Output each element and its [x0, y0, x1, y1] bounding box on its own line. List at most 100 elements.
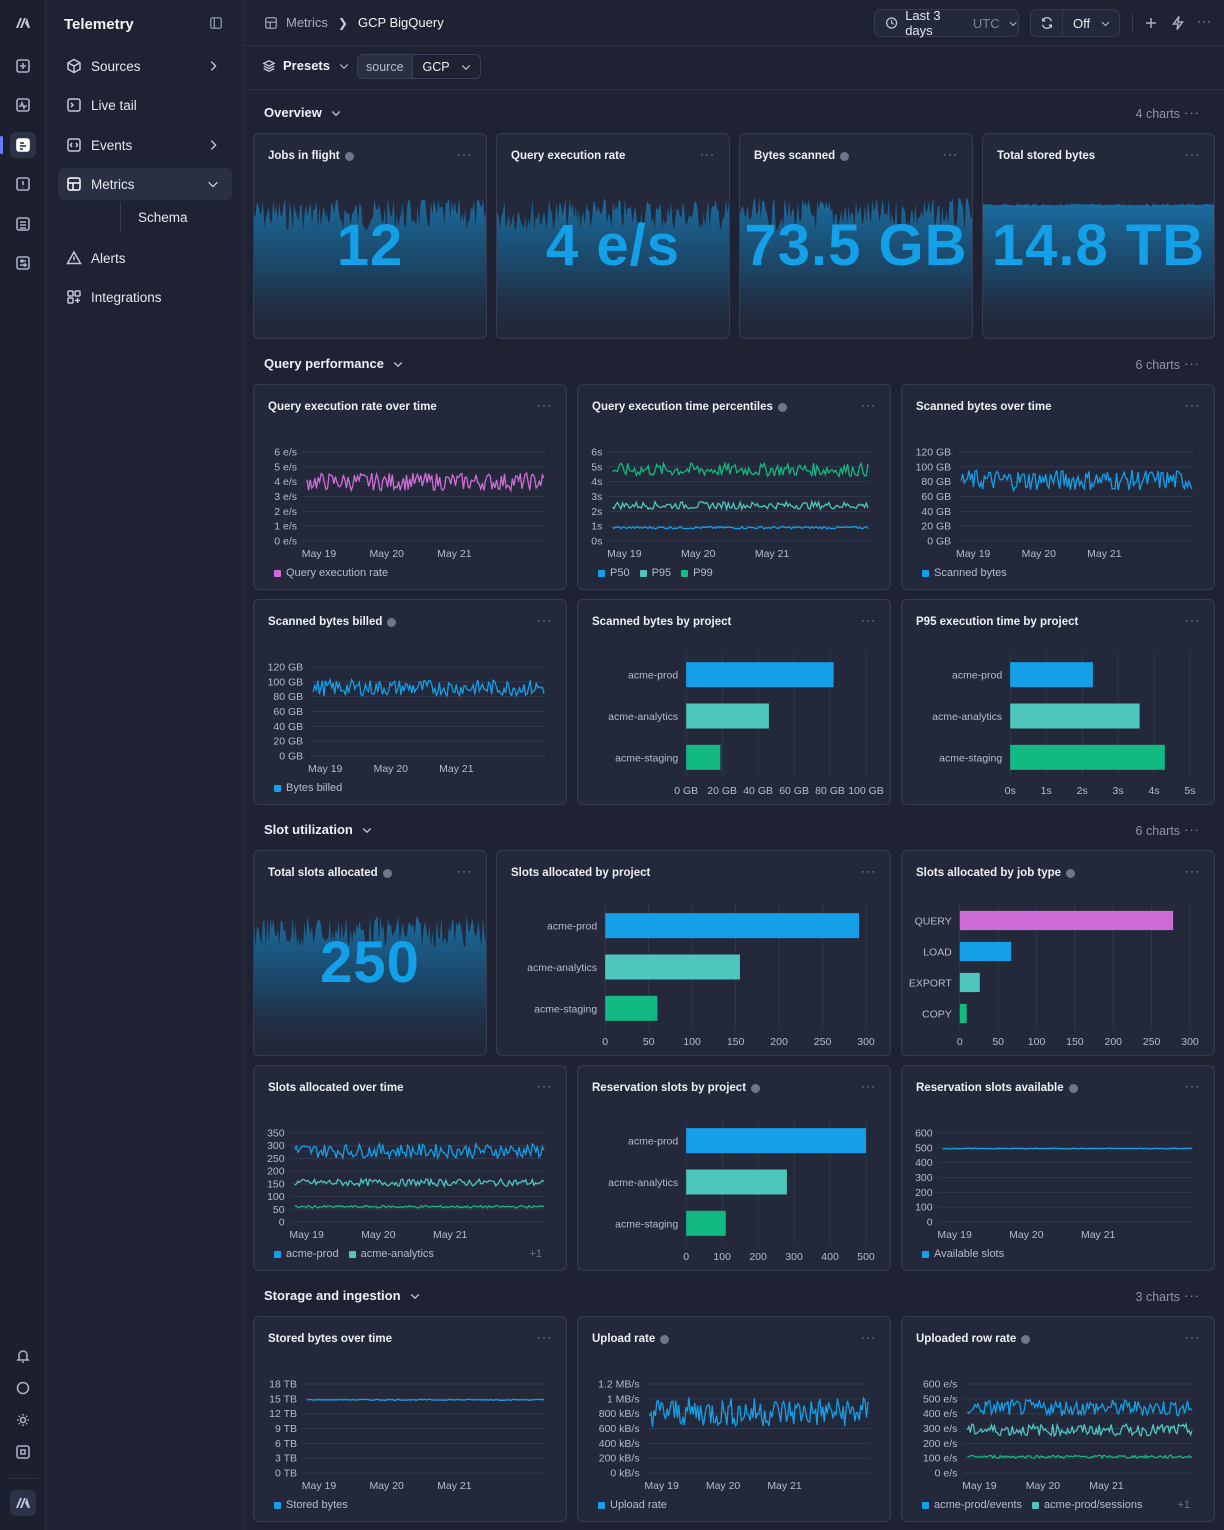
chart-panel-scanned-bytes-over-time[interactable]: Scanned bytes over time ··· 0 GB 20 GB 40 GB…: [901, 384, 1215, 590]
panel-more-icon[interactable]: ···: [700, 147, 715, 161]
sidebar-item-metrics[interactable]: Metrics: [58, 168, 232, 200]
bell-icon[interactable]: [10, 1343, 36, 1369]
section-more-icon[interactable]: ···: [1184, 105, 1200, 120]
chart-panel-upload-rate[interactable]: Upload rate ··· 0 kB/s 200 kB/s 400 kB/s 600 …: [577, 1316, 891, 1522]
panel-more-icon[interactable]: ···: [861, 398, 876, 412]
filter-value[interactable]: GCP: [413, 55, 480, 78]
panel-more-icon[interactable]: ···: [1185, 613, 1200, 627]
bar[interactable]: [605, 995, 658, 1021]
bar[interactable]: [686, 1210, 726, 1236]
info-icon[interactable]: [387, 617, 397, 627]
info-icon[interactable]: [1066, 868, 1076, 878]
source-filter-pill[interactable]: source GCP: [357, 54, 481, 79]
legend-item[interactable]: Stored bytes: [274, 1499, 348, 1511]
legend-item[interactable]: acme-prod/sessions: [1032, 1499, 1142, 1511]
workspace-avatar[interactable]: [10, 1490, 36, 1516]
panel-more-icon[interactable]: ···: [457, 147, 472, 161]
chart-panel-p95-execution-time-by-project[interactable]: P95 execution time by project ··· 0s 1s 2s 3s…: [901, 599, 1215, 805]
info-icon[interactable]: [840, 151, 850, 161]
panel-more-icon[interactable]: ···: [537, 398, 552, 412]
section-more-icon[interactable]: ···: [1184, 1288, 1200, 1303]
bar[interactable]: [605, 954, 740, 980]
panel-more-icon[interactable]: ···: [861, 613, 876, 627]
stat-panel-total-slots-allocated[interactable]: Total slots allocated ··· 250: [253, 850, 487, 1056]
settings-sliders-icon[interactable]: [10, 250, 36, 276]
panel-more-icon[interactable]: ···: [1185, 147, 1200, 161]
legend-item[interactable]: Bytes billed: [274, 782, 342, 794]
more-options-icon[interactable]: ···: [1197, 14, 1212, 28]
chart-panel-reservation-slots-available[interactable]: Reservation slots available ··· 0 100 200 300…: [901, 1065, 1215, 1271]
info-icon[interactable]: [660, 1334, 670, 1344]
database-icon[interactable]: [10, 211, 36, 237]
chart-panel-query-execution-rate-over-time[interactable]: Query execution rate over time ··· 0 e/s 1 …: [253, 384, 567, 590]
sidebar-item-alerts[interactable]: Alerts: [58, 242, 232, 274]
info-icon[interactable]: [382, 868, 392, 878]
panel-more-icon[interactable]: ···: [1185, 1079, 1200, 1093]
panel-more-icon[interactable]: ···: [861, 1330, 876, 1344]
bar[interactable]: [959, 972, 980, 993]
section-storage-ingestion-toggle[interactable]: Storage and ingestion: [264, 1288, 421, 1303]
breadcrumb-root[interactable]: Metrics: [286, 15, 328, 30]
panel-more-icon[interactable]: ···: [861, 1079, 876, 1093]
bar[interactable]: [686, 744, 721, 770]
panel-more-icon[interactable]: ···: [537, 1330, 552, 1344]
section-slot-utilization-toggle[interactable]: Slot utilization: [264, 822, 373, 837]
bar[interactable]: [605, 913, 860, 939]
time-range-picker[interactable]: Last 3 days UTC: [874, 8, 1019, 38]
panel-more-icon[interactable]: ···: [943, 147, 958, 161]
bar[interactable]: [686, 662, 834, 688]
stat-panel-query-execution-rate[interactable]: Query execution rate ··· 4 e/s: [496, 133, 730, 339]
activity-icon[interactable]: [10, 92, 36, 118]
legend-item[interactable]: acme-analytics: [348, 1248, 434, 1260]
legend-more-count[interactable]: +1: [529, 1248, 542, 1260]
legend-item[interactable]: Query execution rate: [274, 567, 388, 579]
section-more-icon[interactable]: ···: [1184, 356, 1200, 371]
collapse-sidebar-icon[interactable]: [209, 16, 225, 32]
bar[interactable]: [959, 910, 1174, 931]
sidebar-item-events[interactable]: Events: [58, 129, 232, 161]
panel-more-icon[interactable]: ···: [457, 864, 472, 878]
sidebar-item-integrations[interactable]: Integrations: [58, 281, 232, 313]
chart-panel-slots-allocated-over-time[interactable]: Slots allocated over time ··· 0 50 100 150 200…: [253, 1065, 567, 1271]
bar[interactable]: [686, 1169, 787, 1195]
stat-panel-jobs-in-flight[interactable]: Jobs in flight ··· 12: [253, 133, 487, 339]
bar[interactable]: [959, 941, 1012, 962]
bar[interactable]: [959, 1003, 967, 1024]
section-more-icon[interactable]: ···: [1184, 822, 1200, 837]
brand-logo[interactable]: [10, 10, 36, 36]
info-icon[interactable]: [777, 402, 787, 412]
legend-item[interactable]: Upload rate: [598, 1499, 667, 1511]
chart-panel-reservation-slots-by-project[interactable]: Reservation slots by project ··· 0 100 200 30…: [577, 1065, 891, 1271]
panel-more-icon[interactable]: ···: [1185, 864, 1200, 878]
legend-item[interactable]: P99: [681, 567, 713, 579]
bar[interactable]: [1010, 703, 1140, 729]
chart-panel-slots-allocated-by-project[interactable]: Slots allocated by project ··· 0 50 100 150 20…: [496, 850, 891, 1056]
chart-panel-scanned-bytes-billed[interactable]: Scanned bytes billed ··· 0 GB 20 GB 40 GB 60 …: [253, 599, 567, 805]
legend-item[interactable]: P95: [639, 567, 671, 579]
info-icon[interactable]: [751, 1083, 761, 1093]
legend-item[interactable]: acme-prod: [274, 1248, 339, 1260]
incident-icon[interactable]: [10, 171, 36, 197]
add-chart-icon[interactable]: [1143, 15, 1159, 31]
panel-more-icon[interactable]: ···: [537, 1079, 552, 1093]
stat-panel-bytes-scanned[interactable]: Bytes scanned ··· 73.5 GB: [739, 133, 973, 339]
logs-icon[interactable]: [0, 132, 36, 158]
chart-panel-scanned-bytes-by-project[interactable]: Scanned bytes by project ··· 0 GB 20 GB 40 G…: [577, 599, 891, 805]
stat-panel-total-stored-bytes[interactable]: Total stored bytes ··· 14.8 TB: [982, 133, 1215, 339]
panel-more-icon[interactable]: ···: [861, 864, 876, 878]
bar[interactable]: [1010, 744, 1165, 770]
chart-panel-stored-bytes-over-time[interactable]: Stored bytes over time ··· 0 TB 3 TB 6 TB 9 T…: [253, 1316, 567, 1522]
sidebar-subitem-schema[interactable]: Schema: [138, 210, 188, 225]
bar[interactable]: [1010, 662, 1093, 688]
section-query-performance-toggle[interactable]: Query performance: [264, 356, 404, 371]
chart-panel-slots-allocated-by-job-type[interactable]: Slots allocated by job type ··· 0 50 100 150 2…: [901, 850, 1215, 1056]
sidebar-item-sources[interactable]: Sources: [58, 50, 232, 82]
legend-item[interactable]: acme-prod/events: [922, 1499, 1022, 1511]
legend-item[interactable]: P50: [598, 567, 630, 579]
new-item-icon[interactable]: [10, 53, 36, 79]
info-icon[interactable]: [1068, 1083, 1078, 1093]
panel-more-icon[interactable]: ···: [1185, 398, 1200, 412]
legend-item[interactable]: Scanned bytes: [922, 567, 1007, 579]
refresh-button[interactable]: [1031, 10, 1063, 36]
legend-more-count[interactable]: +1: [1177, 1499, 1190, 1511]
